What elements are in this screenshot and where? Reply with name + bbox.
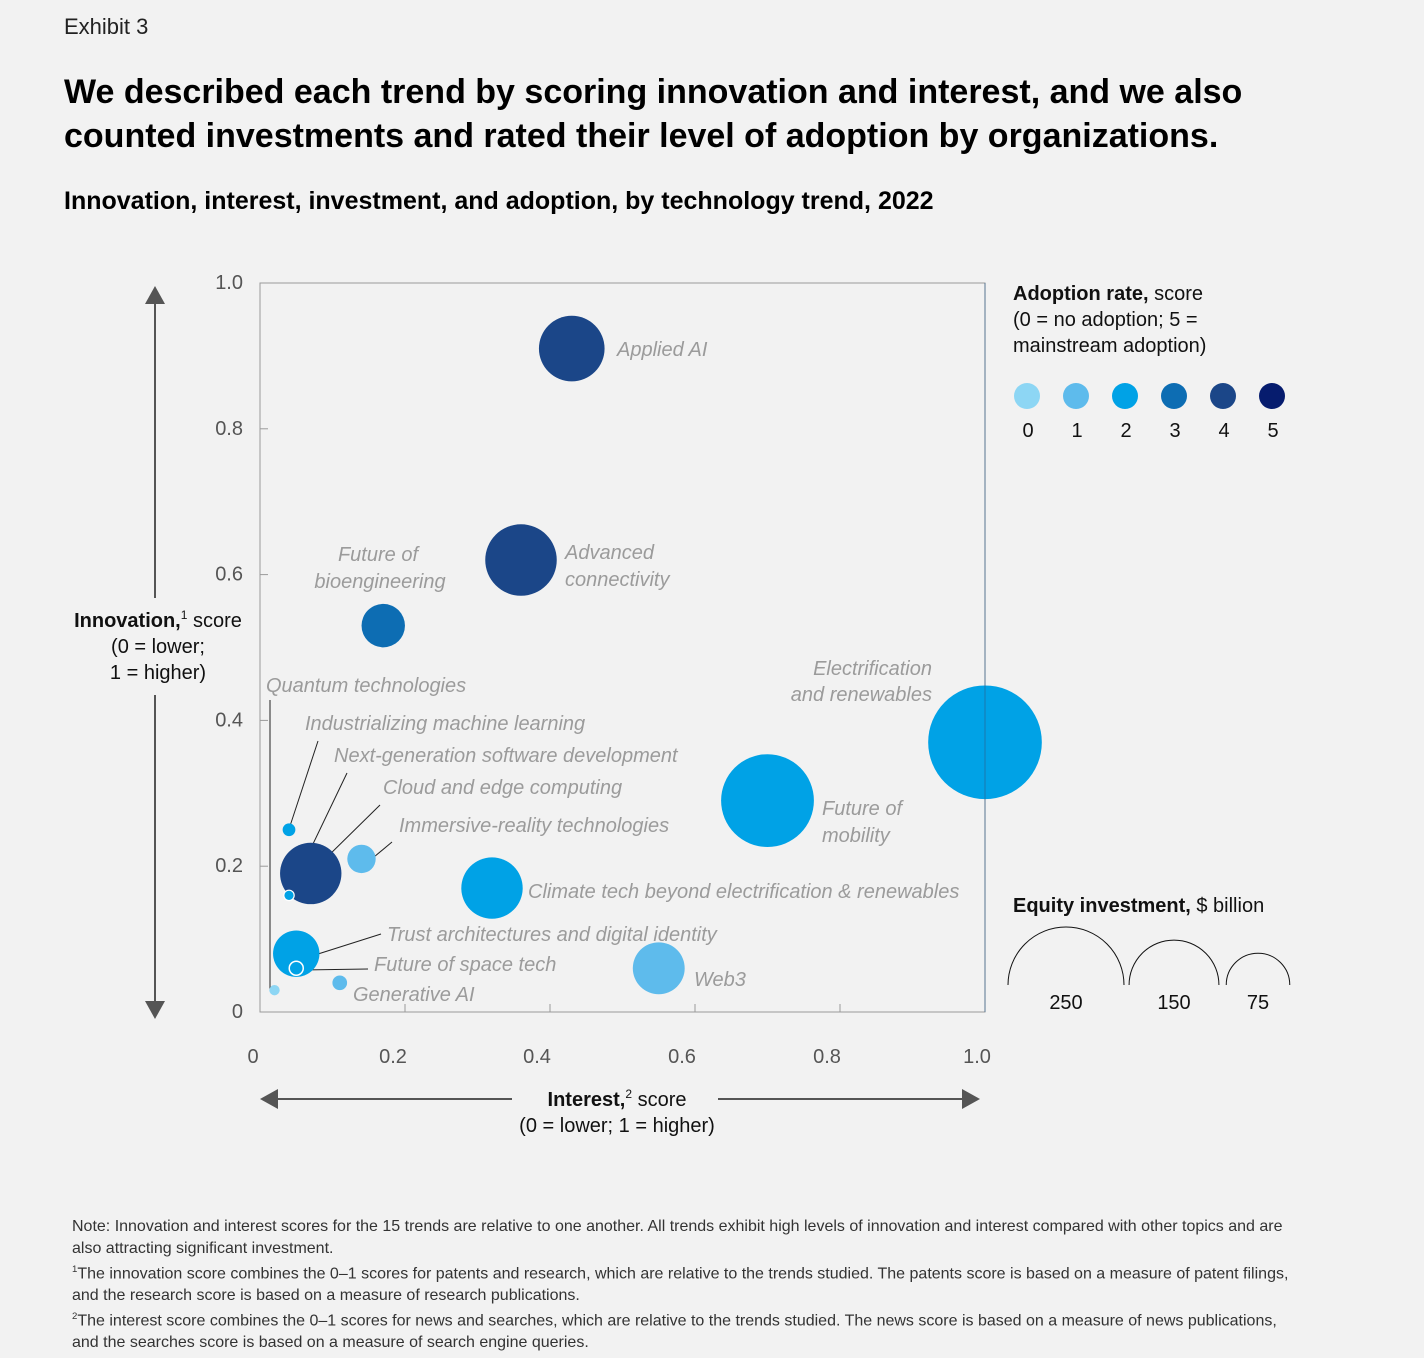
footnote-1-text: The innovation score combines the 0–1 sc… <box>72 1265 1289 1304</box>
label-next-generation-software-development: Next-generation software development <box>334 745 679 767</box>
label-electrification-and-renewables: Electrification <box>813 658 932 680</box>
bubble-advanced-connectivity <box>485 524 557 596</box>
label-future-of-space-tech: Future of space tech <box>374 954 556 976</box>
investment-size-label: 150 <box>1157 992 1190 1014</box>
label-future-of-bioengineering: Future of <box>338 544 420 566</box>
adoption-level-label: 2 <box>1120 420 1131 442</box>
x-tick-label: 0.6 <box>668 1046 696 1068</box>
adoption-level-label: 4 <box>1218 420 1229 442</box>
bubble-future-of-space-tech <box>288 960 304 977</box>
x-axis-label: Interest,2 score <box>548 1087 687 1111</box>
bubble-future-of-mobility <box>721 754 814 847</box>
label-cloud-and-edge-computing: Cloud and edge computing <box>383 777 622 799</box>
x-axis-arrowhead-left <box>260 1089 278 1109</box>
adoption-legend-title: Adoption rate, score <box>1013 283 1203 305</box>
investment-size-arc-150 <box>1128 939 1220 986</box>
adoption-level-label: 5 <box>1267 420 1278 442</box>
leader-industrializing-machine-learning <box>289 740 319 827</box>
label-future-of-bioengineering: bioengineering <box>314 571 445 593</box>
label-trust-architectures-and-digital-identity: Trust architectures and digital identity <box>387 924 718 946</box>
bubble-cloud-and-edge-computing <box>280 842 342 905</box>
label-advanced-connectivity: connectivity <box>565 569 670 591</box>
note-text: Note: Innovation and interest scores for… <box>72 1218 1283 1257</box>
leader-future-of-space-tech <box>301 968 369 971</box>
bubble-web3 <box>632 942 685 995</box>
footnote-2-mark: 2 <box>72 1311 78 1323</box>
leader-trust-architectures-and-digital-identity <box>317 933 382 955</box>
adoption-swatch-3 <box>1161 383 1187 409</box>
y-axis-arrowhead-down <box>145 1001 165 1019</box>
y-tick-label: 0.8 <box>215 418 243 440</box>
bubble-future-of-bioengineering <box>361 603 405 648</box>
footnote-2-text: The interest score combines the 0–1 scor… <box>72 1312 1277 1352</box>
investment-legend-title: Equity investment, $ billion <box>1013 895 1264 917</box>
bubble-industrializing-machine-learning <box>282 823 296 837</box>
bubble-chart: 0 0.2 0.4 0.6 0.8 1.0 0 0.2 0.4 0.6 0.8 1.0 Innovati… <box>74 272 1291 1137</box>
investment-size-arc-75 <box>1225 952 1291 986</box>
label-generative-ai: Generative AI <box>353 984 475 1006</box>
y-axis-label-line3: 1 = higher) <box>110 662 206 684</box>
chart-subtitle: Innovation, interest, investment, and ad… <box>64 187 934 215</box>
adoption-level-label: 1 <box>1071 420 1082 442</box>
legends: Adoption rate, score (0 = no adoption; 5 … <box>1007 283 1291 1014</box>
x-tick-label: 0.8 <box>813 1046 841 1068</box>
label-immersive-reality-technologies: Immersive-reality technologies <box>399 815 669 837</box>
adoption-swatch-1 <box>1063 383 1089 409</box>
y-tick-label: 0.4 <box>215 709 243 731</box>
adoption-swatch-0 <box>1014 383 1040 409</box>
x-tick-label: 0.4 <box>523 1046 551 1068</box>
adoption-legend-line2: (0 = no adoption; 5 = <box>1013 309 1198 331</box>
bubble-quantum-technologies <box>269 984 280 996</box>
bubble-trust-architectures-and-digital-identity <box>273 930 320 977</box>
adoption-swatch-2 <box>1112 383 1138 409</box>
label-electrification-and-renewables: and renewables <box>791 684 932 706</box>
x-axis-label-line2: (0 = lower; 1 = higher) <box>519 1115 715 1137</box>
label-advanced-connectivity: Advanced <box>564 542 655 564</box>
y-axis-label-line2: (0 = lower; <box>111 636 205 658</box>
y-tick-label: 0.2 <box>215 855 243 877</box>
bubbles <box>269 283 1042 1012</box>
investment-size-label: 250 <box>1049 992 1082 1014</box>
y-tick-label: 0.6 <box>215 564 243 586</box>
label-quantum-technologies: Quantum technologies <box>266 675 466 697</box>
bubble-next-generation-software-development <box>283 889 295 902</box>
y-axis-label: Innovation,1 score <box>74 608 242 632</box>
adoption-swatch-4 <box>1210 383 1236 409</box>
headline: We described each trend by scoring innov… <box>64 73 1243 155</box>
label-future-of-mobility: mobility <box>822 825 891 847</box>
label-applied-ai: Applied AI <box>616 339 708 361</box>
footnotes: Note: Innovation and interest scores for… <box>72 1216 1302 1354</box>
investment-size-arc-250 <box>1007 926 1125 986</box>
x-tick-label: 0 <box>247 1046 258 1068</box>
label-industrializing-machine-learning: Industrializing machine learning <box>305 713 585 735</box>
axes: 0 0.2 0.4 0.6 0.8 1.0 0 0.2 0.4 0.6 0.8 1.0 Innovati… <box>74 272 991 1137</box>
adoption-level-label: 0 <box>1022 420 1033 442</box>
adoption-legend-line3: mainstream adoption) <box>1013 335 1206 357</box>
adoption-swatch-5 <box>1259 383 1285 409</box>
label-climate-tech-beyond-electrification-renewables: Climate tech beyond electrification & re… <box>528 881 959 903</box>
x-axis-arrowhead-right <box>962 1089 980 1109</box>
investment-size-label: 75 <box>1247 992 1269 1014</box>
bubble-applied-ai <box>538 315 605 382</box>
y-tick-label: 1.0 <box>215 272 243 294</box>
footnote-1: 1The innovation score combines the 0–1 s… <box>72 1259 1302 1306</box>
label-future-of-mobility: Future of <box>822 798 904 820</box>
bubble-immersive-reality-technologies <box>347 844 376 874</box>
exhibit-label: Exhibit 3 <box>64 14 149 39</box>
x-tick-label: 1.0 <box>963 1046 991 1068</box>
bubble-generative-ai <box>332 975 348 991</box>
footnote-2: 2The interest score combines the 0–1 sco… <box>72 1306 1302 1353</box>
bubble-climate-tech-beyond-electrification-renewables <box>461 857 523 919</box>
adoption-level-label: 3 <box>1169 420 1180 442</box>
x-tick-label: 0.2 <box>379 1046 407 1068</box>
footnote-1-mark: 1 <box>72 1264 78 1275</box>
point-labels: Applied AI Advanced connectivity Future of b… <box>266 339 959 1006</box>
y-tick-label: 0 <box>232 1001 243 1023</box>
y-axis-arrowhead-up <box>145 286 165 304</box>
label-web3: Web3 <box>694 969 746 991</box>
